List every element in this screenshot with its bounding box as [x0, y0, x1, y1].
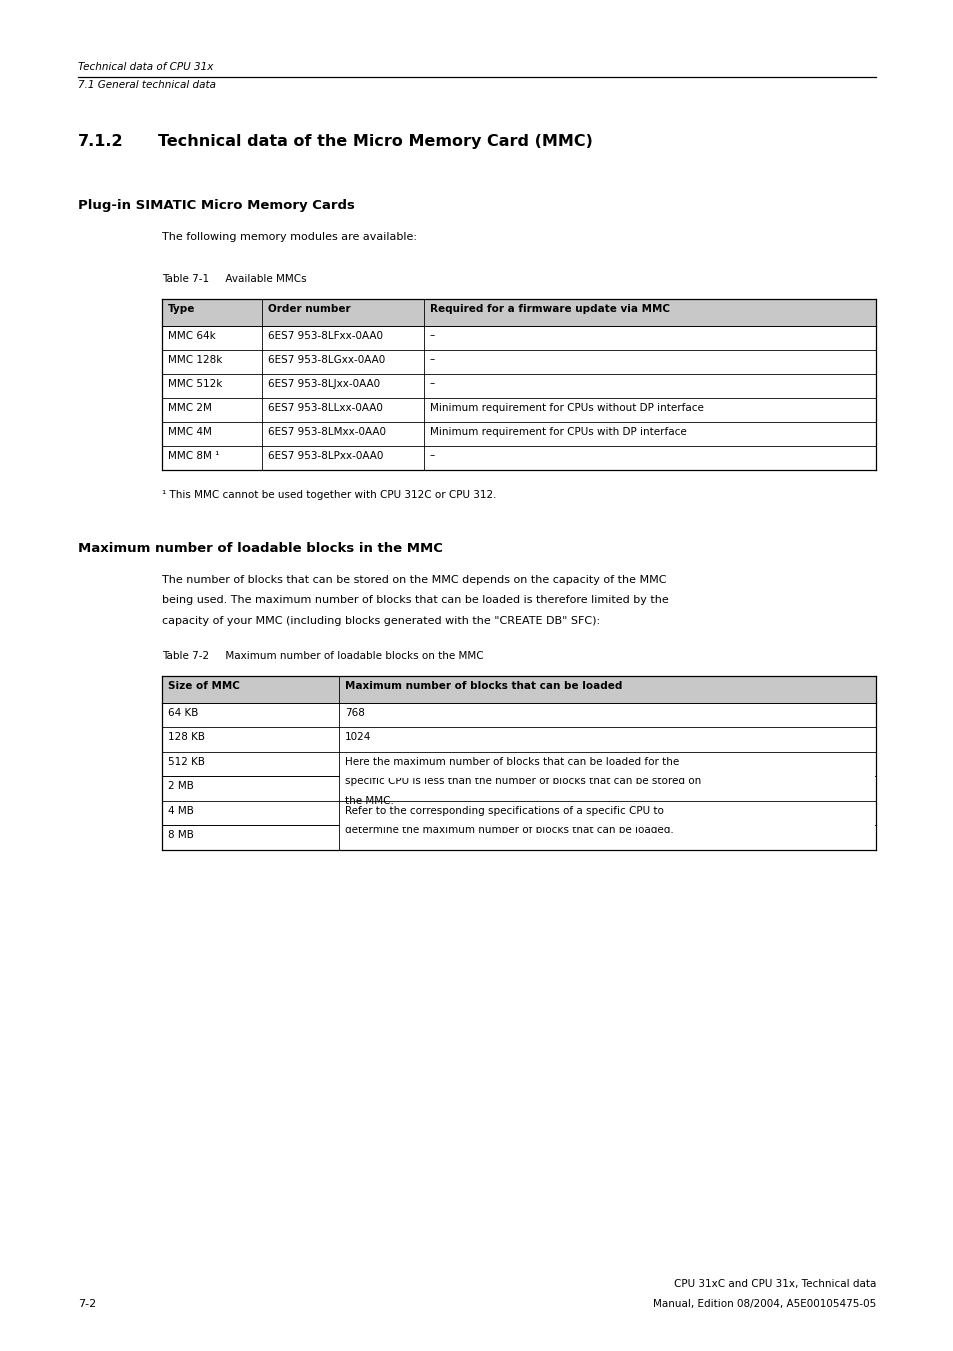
Text: –: –	[430, 450, 435, 461]
Bar	[162, 299, 875, 326]
Text: 6ES7 953-8LLxx-0AA0: 6ES7 953-8LLxx-0AA0	[268, 403, 382, 412]
Text: Technical data of CPU 31x: Technical data of CPU 31x	[78, 62, 213, 72]
Text: Refer to the corresponding specifications of a specific CPU to: Refer to the corresponding specification…	[345, 805, 663, 816]
Text: MMC 4M: MMC 4M	[168, 427, 212, 436]
Text: Technical data of the Micro Memory Card (MMC): Technical data of the Micro Memory Card …	[158, 134, 592, 149]
Text: The number of blocks that can be stored on the MMC depends on the capacity of th: The number of blocks that can be stored …	[162, 574, 666, 585]
Text: ¹ This MMC cannot be used together with CPU 312C or CPU 312.: ¹ This MMC cannot be used together with …	[162, 489, 496, 500]
Text: 6ES7 953-8LPxx-0AA0: 6ES7 953-8LPxx-0AA0	[268, 450, 383, 461]
Text: 128 KB: 128 KB	[168, 732, 205, 742]
Text: Order number: Order number	[268, 304, 351, 313]
Text: Manual, Edition 08/2004, A5E00105475-05: Manual, Edition 08/2004, A5E00105475-05	[652, 1300, 875, 1309]
Text: Here the maximum number of blocks that can be loaded for the: Here the maximum number of blocks that c…	[345, 757, 679, 766]
Text: 6ES7 953-8LFxx-0AA0: 6ES7 953-8LFxx-0AA0	[268, 331, 382, 340]
Text: Table 7-2     Maximum number of loadable blocks on the MMC: Table 7-2 Maximum number of loadable blo…	[162, 651, 483, 661]
Text: Minimum requirement for CPUs without DP interface: Minimum requirement for CPUs without DP …	[430, 403, 703, 412]
Text: CPU 31xC and CPU 31x, Technical data: CPU 31xC and CPU 31x, Technical data	[673, 1279, 875, 1289]
Text: Minimum requirement for CPUs with DP interface: Minimum requirement for CPUs with DP int…	[430, 427, 686, 436]
Text: specific CPU is less than the number of blocks that can be stored on: specific CPU is less than the number of …	[345, 775, 700, 786]
Text: Plug-in SIMATIC Micro Memory Cards: Plug-in SIMATIC Micro Memory Cards	[78, 199, 355, 212]
Text: –: –	[430, 331, 435, 340]
Bar	[339, 824, 874, 827]
Text: the MMC.: the MMC.	[345, 796, 394, 805]
Text: Required for a firmware update via MMC: Required for a firmware update via MMC	[430, 304, 669, 313]
Text: 1024: 1024	[345, 732, 371, 742]
Text: MMC 128k: MMC 128k	[168, 354, 222, 365]
Text: Type: Type	[168, 304, 195, 313]
Text: Size of MMC: Size of MMC	[168, 681, 239, 690]
Text: 7.1.2: 7.1.2	[78, 134, 124, 149]
Text: MMC 2M: MMC 2M	[168, 403, 212, 412]
Text: 768: 768	[345, 708, 364, 717]
Text: –: –	[430, 354, 435, 365]
Bar	[339, 774, 874, 777]
Text: 6ES7 953-8LJxx-0AA0: 6ES7 953-8LJxx-0AA0	[268, 378, 379, 389]
Bar	[162, 676, 875, 703]
Text: Maximum number of loadable blocks in the MMC: Maximum number of loadable blocks in the…	[78, 542, 442, 554]
Text: MMC 64k: MMC 64k	[168, 331, 215, 340]
Text: 6ES7 953-8LGxx-0AA0: 6ES7 953-8LGxx-0AA0	[268, 354, 385, 365]
Text: 2 MB: 2 MB	[168, 781, 193, 790]
Text: 512 KB: 512 KB	[168, 757, 205, 766]
Text: MMC 8M ¹: MMC 8M ¹	[168, 450, 219, 461]
Text: MMC 512k: MMC 512k	[168, 378, 222, 389]
Text: 6ES7 953-8LMxx-0AA0: 6ES7 953-8LMxx-0AA0	[268, 427, 386, 436]
Text: 7-2: 7-2	[78, 1300, 96, 1309]
Text: 4 MB: 4 MB	[168, 805, 193, 816]
Text: 7.1 General technical data: 7.1 General technical data	[78, 80, 215, 89]
Text: being used. The maximum number of blocks that can be loaded is therefore limited: being used. The maximum number of blocks…	[162, 594, 668, 605]
Text: capacity of your MMC (including blocks generated with the "CREATE DB" SFC):: capacity of your MMC (including blocks g…	[162, 616, 599, 626]
Text: Maximum number of blocks that can be loaded: Maximum number of blocks that can be loa…	[345, 681, 621, 690]
Text: determine the maximum number of blocks that can be loaded.: determine the maximum number of blocks t…	[345, 825, 673, 835]
Text: –: –	[430, 378, 435, 389]
Text: The following memory modules are available:: The following memory modules are availab…	[162, 232, 416, 242]
Text: Table 7-1     Available MMCs: Table 7-1 Available MMCs	[162, 274, 306, 284]
Text: 8 MB: 8 MB	[168, 830, 193, 840]
Text: 64 KB: 64 KB	[168, 708, 198, 717]
